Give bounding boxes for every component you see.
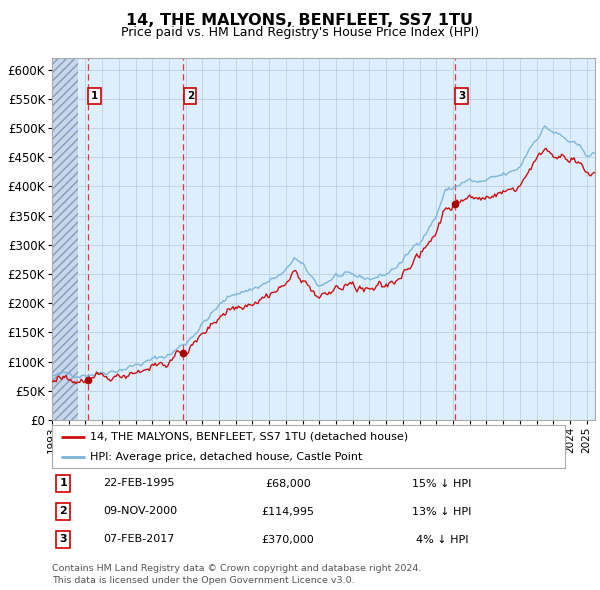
Text: 09-NOV-2000: 09-NOV-2000 (103, 506, 178, 516)
Text: 14, THE MALYONS, BENFLEET, SS7 1TU: 14, THE MALYONS, BENFLEET, SS7 1TU (127, 13, 473, 28)
Text: HPI: Average price, detached house, Castle Point: HPI: Average price, detached house, Cast… (91, 453, 363, 462)
Text: £68,000: £68,000 (265, 478, 311, 489)
Text: Contains HM Land Registry data © Crown copyright and database right 2024.: Contains HM Land Registry data © Crown c… (52, 565, 422, 573)
Text: This data is licensed under the Open Government Licence v3.0.: This data is licensed under the Open Gov… (52, 576, 355, 585)
Text: 2: 2 (187, 91, 194, 101)
Text: 14, THE MALYONS, BENFLEET, SS7 1TU (detached house): 14, THE MALYONS, BENFLEET, SS7 1TU (deta… (91, 432, 409, 441)
Text: 3: 3 (458, 91, 465, 101)
Text: £114,995: £114,995 (262, 506, 314, 516)
Text: Price paid vs. HM Land Registry's House Price Index (HPI): Price paid vs. HM Land Registry's House … (121, 26, 479, 39)
Bar (52, 58, 79, 420)
Text: 15% ↓ HPI: 15% ↓ HPI (412, 478, 472, 489)
Text: 2: 2 (59, 506, 67, 516)
Text: £370,000: £370,000 (262, 535, 314, 545)
Text: 1: 1 (91, 91, 98, 101)
Text: 1: 1 (59, 478, 67, 489)
Text: 13% ↓ HPI: 13% ↓ HPI (412, 506, 472, 516)
Text: 3: 3 (59, 535, 67, 545)
Text: 22-FEB-1995: 22-FEB-1995 (103, 478, 175, 489)
Text: 07-FEB-2017: 07-FEB-2017 (103, 535, 175, 545)
Text: 4% ↓ HPI: 4% ↓ HPI (416, 535, 468, 545)
